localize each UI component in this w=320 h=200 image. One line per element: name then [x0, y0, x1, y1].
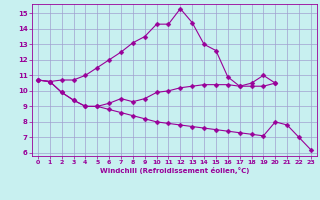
X-axis label: Windchill (Refroidissement éolien,°C): Windchill (Refroidissement éolien,°C): [100, 167, 249, 174]
